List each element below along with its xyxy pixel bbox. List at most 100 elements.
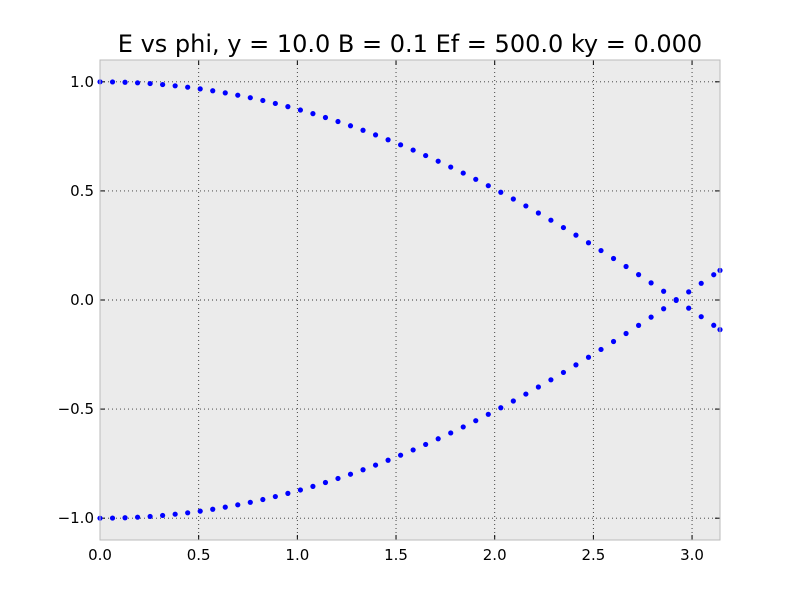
data-point — [635, 272, 642, 278]
x-tick-label: 0.5 — [187, 546, 211, 564]
data-point — [185, 84, 191, 90]
data-point — [222, 90, 228, 96]
data-point — [573, 362, 579, 368]
data-point — [648, 314, 654, 320]
data-point — [623, 330, 629, 337]
data-point — [272, 493, 278, 500]
data-point — [160, 81, 166, 88]
data-point — [598, 346, 604, 353]
data-point — [297, 487, 304, 493]
chart-title: E vs phi, y = 10.0 B = 0.1 Ef = 500.0 ky… — [118, 30, 702, 58]
x-tick-label: 1.0 — [285, 546, 309, 564]
data-point — [585, 240, 592, 246]
data-point — [372, 132, 379, 138]
data-point — [573, 232, 579, 238]
data-point — [285, 104, 291, 110]
data-point — [134, 514, 141, 520]
data-point — [498, 189, 504, 195]
data-point — [673, 297, 679, 303]
data-point — [147, 513, 153, 520]
data-point — [172, 511, 178, 517]
x-tick-label: 2.5 — [581, 546, 605, 564]
data-point — [222, 504, 228, 510]
data-point — [435, 436, 441, 442]
data-point — [122, 515, 128, 521]
data-point — [460, 424, 466, 430]
data-point — [498, 405, 504, 411]
data-point — [635, 322, 642, 328]
data-point — [322, 479, 329, 486]
data-point — [686, 289, 692, 295]
y-tick-label: 0.0 — [70, 291, 94, 309]
data-point — [661, 306, 667, 312]
data-point — [310, 483, 316, 489]
data-point — [122, 79, 128, 85]
data-point — [347, 471, 354, 477]
data-point — [448, 430, 454, 436]
x-tick-label: 3.0 — [680, 546, 704, 564]
y-tick-label: 0.5 — [70, 182, 94, 200]
data-point — [360, 467, 366, 473]
data-point — [598, 247, 604, 254]
x-tick-labels: 0.0 0.5 1.0 1.5 2.0 2.5 3.0 — [88, 546, 704, 564]
data-point — [485, 183, 491, 189]
data-point — [297, 107, 304, 113]
data-point — [711, 272, 717, 278]
y-tick-label: 1.0 — [70, 73, 94, 91]
data-point — [385, 137, 391, 143]
data-point — [610, 255, 617, 262]
data-point — [523, 391, 529, 397]
data-point — [310, 111, 316, 117]
plot-frame — [99, 59, 721, 541]
data-point — [335, 475, 341, 482]
data-point — [610, 338, 617, 345]
data-point — [523, 203, 529, 209]
y-tick-label: −1.0 — [58, 509, 94, 527]
data-point — [548, 217, 554, 223]
data-point — [698, 280, 704, 286]
data-point — [210, 88, 216, 94]
data-point — [322, 114, 329, 121]
data-point — [247, 499, 253, 505]
data-point — [185, 510, 191, 516]
data-point — [548, 377, 554, 383]
data-point — [372, 462, 379, 468]
data-point — [260, 97, 266, 104]
data-point — [360, 127, 366, 133]
data-point — [448, 164, 454, 170]
data-point — [347, 123, 354, 129]
data-point — [260, 496, 266, 503]
data-point — [109, 79, 116, 85]
data-point — [147, 80, 153, 87]
data-point — [648, 280, 654, 286]
data-point — [535, 210, 541, 216]
data-point — [460, 170, 466, 176]
grid-lines — [99, 60, 720, 540]
data-point — [711, 322, 717, 328]
data-point — [473, 418, 479, 424]
data-point — [410, 147, 416, 153]
data-point — [272, 100, 278, 107]
data-point — [172, 83, 178, 89]
data-point — [197, 86, 203, 92]
data-point — [235, 92, 241, 98]
data-point — [335, 118, 341, 125]
data-point — [160, 512, 166, 519]
data-point — [560, 369, 567, 376]
data-point — [485, 411, 491, 417]
data-point — [510, 196, 516, 202]
data-point — [510, 398, 516, 404]
y-tick-label: −0.5 — [58, 400, 94, 418]
data-point — [473, 176, 479, 182]
data-point — [247, 95, 253, 101]
data-point — [197, 508, 203, 514]
data-point — [235, 502, 241, 508]
data-point — [398, 452, 404, 458]
data-point — [560, 224, 567, 231]
y-tick-labels: −1.0 −0.5 0.0 0.5 1.0 — [58, 73, 94, 527]
data-point — [435, 158, 441, 164]
data-point — [535, 384, 541, 390]
data-point — [210, 506, 216, 512]
data-point — [398, 142, 404, 148]
